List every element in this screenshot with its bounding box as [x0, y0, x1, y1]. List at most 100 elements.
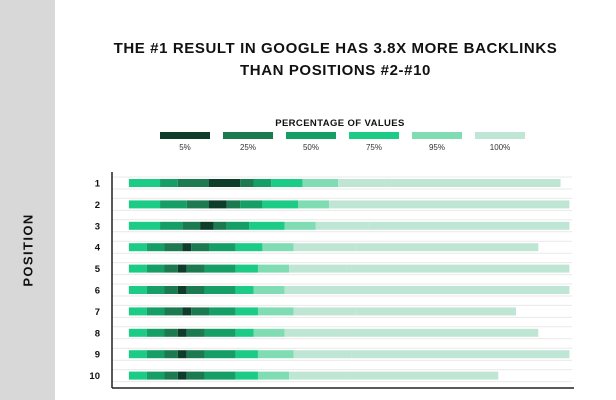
- bar-segment-row9-2: [164, 350, 178, 359]
- bar-segment-row9-6: [235, 350, 258, 359]
- bar-segment-row1-6: [271, 179, 303, 187]
- bar-segment-row5-8: [289, 264, 347, 273]
- bar-segment-row2-5: [240, 200, 263, 209]
- bar-segment-row5-9: [346, 264, 570, 273]
- bar-segment-row9-4: [186, 350, 205, 359]
- bar-segment-row4-2: [164, 243, 183, 252]
- bar-segment-row2-6: [262, 200, 298, 209]
- bar-segment-row3-6: [249, 221, 285, 230]
- bar-segment-row8-5: [204, 328, 236, 337]
- bar-segment-row7-0: [128, 307, 147, 316]
- legend-swatch-2: [286, 132, 336, 139]
- bar-segment-row7-2: [164, 307, 183, 316]
- bar-segment-row5-4: [186, 264, 205, 273]
- bar-segment-row1-8: [338, 179, 392, 187]
- bar-segment-row1-2: [177, 179, 209, 187]
- bar-segment-row6-0: [128, 286, 147, 294]
- bar-segment-row9-8: [293, 350, 352, 359]
- legend-label-5: 100%: [490, 143, 510, 152]
- bar-segment-row4-5: [209, 243, 236, 252]
- bar-segment-row8-0: [128, 328, 147, 337]
- bar-segment-row10-6: [235, 371, 258, 380]
- bar-segment-row6-1: [146, 286, 165, 294]
- chart-title: THE #1 RESULT IN GOOGLE HAS 3.8X MORE BA…: [55, 38, 616, 82]
- legend-swatch-0: [160, 132, 210, 139]
- bar-segment-row8-9: [338, 328, 539, 337]
- chart-title-line-2: THAN POSITIONS #2-#10: [240, 62, 431, 79]
- bar-segment-row1-7: [302, 179, 339, 187]
- bar-segment-row2-9: [387, 200, 570, 209]
- bar-segment-row7-9: [355, 307, 517, 316]
- bar-segment-row3-2: [182, 221, 201, 230]
- bar-segment-row4-0: [128, 243, 147, 252]
- bar-segment-row7-3: [182, 307, 192, 316]
- bar-segment-row5-5: [204, 264, 236, 273]
- bar-segment-row1-5: [253, 179, 272, 187]
- bar-segment-row9-1: [146, 350, 165, 359]
- bar-segment-row10-5: [204, 371, 236, 380]
- bar-segment-row10-3: [177, 371, 187, 380]
- bar-segment-row1-3: [209, 179, 241, 187]
- bar-segment-row7-1: [146, 307, 165, 316]
- row-label-2: 2: [95, 200, 100, 211]
- bar-segment-row1-0: [128, 179, 161, 187]
- bar-segment-row3-9: [369, 221, 570, 230]
- bar-segment-row4-7: [262, 243, 294, 252]
- bar-segment-row3-8: [315, 221, 370, 230]
- bar-segment-row8-1: [146, 328, 165, 337]
- bar-segment-row7-4: [191, 307, 209, 316]
- bar-segment-row8-4: [186, 328, 205, 337]
- legend-swatch-3: [349, 132, 399, 139]
- bar-segment-row8-2: [164, 328, 178, 337]
- row-label-10: 10: [89, 371, 100, 382]
- bar-segment-row6-3: [177, 286, 187, 294]
- bar-segment-row9-0: [128, 350, 147, 359]
- bar-segment-row4-1: [146, 243, 165, 252]
- row-label-9: 9: [95, 350, 100, 361]
- bar-segment-row8-6: [235, 328, 254, 337]
- bar-segment-row8-3: [177, 328, 187, 337]
- bar-segment-row6-7: [253, 286, 285, 294]
- bar-segment-row5-3: [177, 264, 187, 273]
- row-label-4: 4: [95, 243, 101, 254]
- bar-segment-row7-5: [209, 307, 236, 316]
- bar-segment-row6-6: [235, 286, 254, 294]
- legend-label-2: 50%: [303, 143, 319, 152]
- bar-segment-row9-3: [177, 350, 187, 359]
- bar-segment-row8-7: [253, 328, 285, 337]
- bar-segment-row6-9: [342, 286, 570, 294]
- bar-segment-row6-4: [186, 286, 205, 294]
- legend-label-0: 5%: [179, 143, 191, 152]
- legend-label-4: 95%: [429, 143, 445, 152]
- bar-segment-row4-4: [191, 243, 209, 252]
- legend-label-1: 25%: [240, 143, 256, 152]
- bar-segment-row5-6: [235, 264, 258, 273]
- bar-segment-row10-7: [257, 371, 290, 380]
- bar-segment-row1-1: [160, 179, 178, 187]
- row-label-5: 5: [95, 264, 101, 275]
- bar-segment-row9-9: [351, 350, 570, 359]
- bar-segment-row7-8: [293, 307, 356, 316]
- bar-segment-row10-4: [186, 371, 205, 380]
- bar-segment-row9-5: [204, 350, 236, 359]
- bar-segment-row10-0: [128, 371, 147, 380]
- bar-segment-row5-0: [128, 264, 147, 273]
- bar-segment-row6-5: [204, 286, 236, 294]
- chart-title-line-1: THE #1 RESULT IN GOOGLE HAS 3.8X MORE BA…: [113, 40, 558, 57]
- sidebar: POSITION: [0, 0, 55, 400]
- bar-segment-row10-9: [346, 371, 499, 380]
- bar-segment-row5-2: [164, 264, 178, 273]
- bar-segment-row2-8: [329, 200, 387, 209]
- legend-swatch-5: [475, 132, 525, 139]
- bar-segment-row1-4: [240, 179, 254, 187]
- bar-segment-row2-1: [160, 200, 187, 209]
- legend-title: PERCENTAGE OF VALUES: [275, 118, 405, 129]
- bar-segment-row10-8: [289, 371, 347, 380]
- bar-segment-row4-8: [293, 243, 356, 252]
- bar-segment-row7-7: [257, 307, 294, 316]
- row-label-1: 1: [95, 179, 101, 190]
- legend-label-3: 75%: [366, 143, 382, 152]
- legend-swatch-4: [412, 132, 462, 139]
- bar-segment-row3-7: [284, 221, 316, 230]
- bar-segment-row2-4: [226, 200, 241, 209]
